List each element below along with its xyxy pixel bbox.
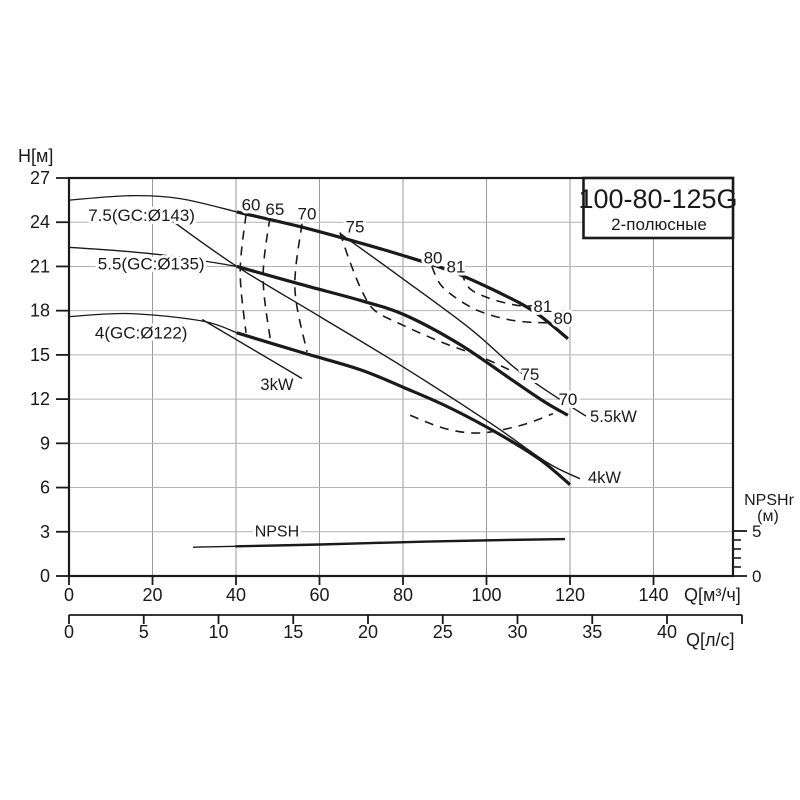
- label-layer: 7.5(GC:Ø143) 5.5(GC:Ø135) 4(GC:Ø122) 60 65 70…: [85, 192, 640, 543]
- efficiency-70: [294, 223, 308, 353]
- y-tick-label: 27: [30, 168, 50, 188]
- x2-axis-title: Q[л/с]: [686, 630, 735, 650]
- x-tick-label: 100: [471, 585, 501, 605]
- x-tick-label: 140: [638, 585, 668, 605]
- curve-label: 75: [520, 365, 539, 384]
- pump-curve-thin-segment: [68, 312, 238, 334]
- series-layer: [68, 194, 587, 548]
- curve-label: 3kW: [260, 376, 293, 394]
- y-tick-label: 0: [40, 566, 50, 586]
- pump-curve-thin-segment: [68, 194, 237, 213]
- efficiency-70: [409, 413, 554, 434]
- y-tick-label: 21: [30, 256, 50, 276]
- y-tick-label: 18: [30, 301, 50, 321]
- power-line-4kW: [167, 217, 581, 480]
- x-axis-title: Q[м³/ч]: [684, 585, 741, 605]
- y-tick-label: 12: [30, 389, 50, 409]
- efficiency-81: [460, 271, 538, 308]
- curve-label: 5.5(GC:Ø135): [98, 254, 205, 273]
- curve-label: 60: [242, 195, 261, 214]
- grid-layer: [69, 178, 733, 576]
- title-box: 100-80-125G 2-полюсные: [578, 176, 738, 240]
- y-tick-label: 24: [30, 212, 50, 232]
- npshr-axis-title: NPSHr: [744, 492, 794, 509]
- curve-label: 75: [346, 218, 365, 237]
- x-tick-label: 120: [555, 585, 585, 605]
- npshr-tick-label: 5: [752, 522, 761, 541]
- y-tick-label: 15: [30, 345, 50, 365]
- x-tick-label: 60: [309, 585, 329, 605]
- y-axis-title: H[м]: [18, 146, 53, 166]
- x2-tick-label: 15: [283, 622, 303, 642]
- x2-tick-label: 20: [358, 622, 378, 642]
- plot-frame: [67, 176, 735, 578]
- y-tick-label: 9: [40, 433, 50, 453]
- x-tick-label: 0: [64, 585, 74, 605]
- pump-poles-subtitle: 2-полюсные: [611, 215, 707, 234]
- x2-tick-label: 10: [208, 622, 228, 642]
- x2-tick-label: 5: [139, 622, 149, 642]
- y-tick-label: 6: [40, 478, 50, 498]
- efficiency-60: [239, 214, 247, 333]
- curve-label: 4kW: [588, 469, 621, 487]
- npsh-thin-segment: [192, 545, 236, 548]
- pump-curve-7.5(GC:Ø143): [236, 210, 569, 340]
- curve-label: 70: [298, 204, 317, 223]
- x2-tick-label: 0: [64, 622, 74, 642]
- pump-curve-5.5(GC:Ø135): [236, 264, 569, 417]
- curve-label: 7.5(GC:Ø143): [88, 206, 195, 225]
- curve-label: NPSH: [255, 524, 299, 541]
- power-line-5.5kW: [340, 233, 587, 417]
- curve-label: 81: [533, 297, 552, 316]
- power-line-3kW: [201, 318, 303, 380]
- x-tick-label: 80: [393, 585, 413, 605]
- x2-tick-label: 40: [657, 622, 677, 642]
- curve-label: 65: [265, 200, 284, 219]
- curve-label: 81: [447, 257, 466, 276]
- curve-label: 80: [553, 309, 572, 328]
- x2-tick-label: 25: [433, 622, 453, 642]
- curve-label: 4(GC:Ø122): [95, 324, 188, 343]
- curve-label: 5.5kW: [590, 408, 637, 426]
- y-tick-label: 3: [40, 522, 50, 542]
- pump-curve-4(GC:Ø122): [236, 331, 572, 486]
- x2-tick-label: 30: [507, 622, 527, 642]
- npsh-NPSH: [235, 537, 566, 548]
- pump-model-title: 100-80-125G: [578, 184, 737, 214]
- efficiency-75: [339, 232, 513, 372]
- efficiency-65: [262, 217, 272, 345]
- pump-curve-thin-segment: [68, 246, 237, 268]
- efficiency-80: [431, 266, 561, 324]
- x-tick-label: 20: [142, 585, 162, 605]
- curve-label: 70: [558, 390, 577, 409]
- npshr-axis-unit: (м): [757, 508, 779, 525]
- title-box-border: [582, 176, 735, 240]
- x-tick-label: 40: [226, 585, 246, 605]
- npshr-tick-label: 0: [752, 567, 761, 586]
- x2-tick-label: 35: [582, 622, 602, 642]
- curve-label: 80: [424, 249, 443, 268]
